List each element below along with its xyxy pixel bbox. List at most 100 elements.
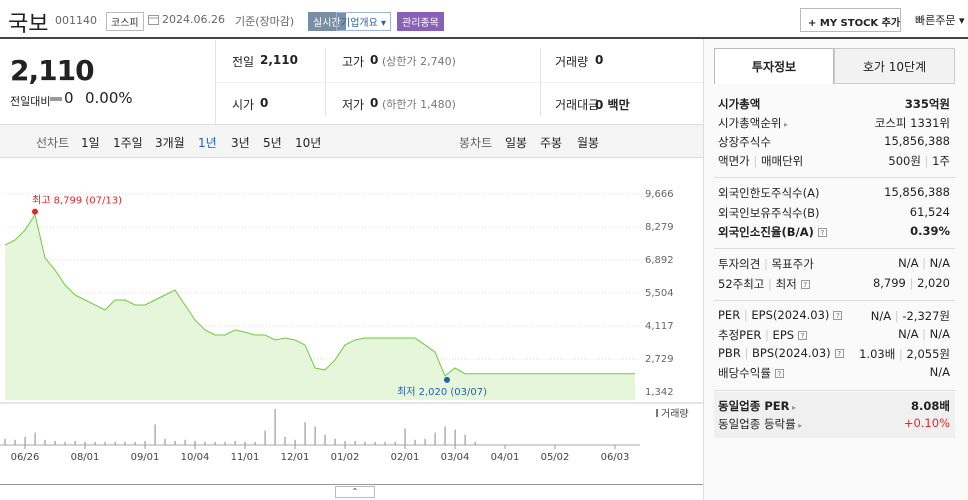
label-group: 상장주식수 <box>718 134 771 150</box>
link-arrow[interactable]: ▸ <box>795 421 803 430</box>
current-price: 2,110 <box>10 54 95 87</box>
help-icon[interactable]: ? <box>774 369 784 378</box>
info-label[interactable]: 시가총액순위 <box>718 116 782 130</box>
calendar-icon <box>148 15 159 25</box>
y-tick-label: 9,666 <box>645 189 674 200</box>
volume-bar <box>464 434 466 445</box>
info-value: 61,524 <box>909 204 950 219</box>
low-label: 최저 2,020 (03/07) <box>397 386 487 398</box>
volume-bar <box>254 441 256 445</box>
candle-tab[interactable]: 일봉 <box>505 136 528 150</box>
period-tab[interactable]: 1일 <box>81 136 100 150</box>
y-tick-label: 1,342 <box>645 387 674 398</box>
collapse-button[interactable]: ⌃ <box>335 486 375 498</box>
info-row: 투자의견 | 목표주가 N/A | N/A <box>718 254 950 273</box>
info-row: 동일업종 등락률 ▸ +0.10% <box>718 414 950 433</box>
help-icon[interactable]: ? <box>798 331 808 340</box>
period-tab[interactable]: 1년 <box>198 136 217 150</box>
x-tick-label: 06/26 <box>11 452 40 463</box>
volume-bar <box>34 432 36 445</box>
volume-bar <box>154 424 156 445</box>
period-tab[interactable]: 1주일 <box>113 136 143 150</box>
volume-bar <box>74 440 76 445</box>
help-icon[interactable]: ? <box>834 349 844 358</box>
info-label: 추정PER <box>718 328 762 342</box>
value-group: 500원 | 1주 <box>888 153 950 169</box>
label-group: 투자의견 | 목표주가 <box>718 256 814 272</box>
separator: | <box>761 328 773 342</box>
candle-tab[interactable]: 주봉 <box>540 136 563 150</box>
separator: | <box>740 308 752 322</box>
x-tick-label: 12/01 <box>281 452 310 463</box>
summary-value: 0 <box>370 53 379 67</box>
separator: | <box>760 257 772 271</box>
help-icon[interactable]: ? <box>833 311 843 320</box>
info-tab-active[interactable]: 투자정보 <box>714 48 834 84</box>
info-label: 외국인소진율(B/A) <box>718 225 814 239</box>
volume-bar <box>354 440 356 445</box>
info-label[interactable]: 동일업종 PER <box>718 399 790 413</box>
mystock-button[interactable]: + MY STOCK 추가 <box>800 8 901 32</box>
separator: | <box>895 347 907 361</box>
label-group: PER | EPS(2024.03)? <box>718 308 843 322</box>
value-group: 코스피 1331위 <box>875 115 950 131</box>
label-group: 외국인보유주식수(B) <box>718 205 820 221</box>
tab-label: 선차트 <box>36 136 70 150</box>
volume-bar <box>84 441 86 445</box>
summary-label: 시가 <box>232 98 255 112</box>
company-button[interactable]: 기업개요 ▾ <box>336 12 392 31</box>
volume-bar <box>344 440 346 445</box>
info-label: 외국인보유주식수(B) <box>718 205 820 220</box>
stock-name: 국보 <box>8 12 49 37</box>
period-tab[interactable]: 3년 <box>231 136 250 150</box>
link-arrow[interactable]: ▸ <box>789 403 797 412</box>
label-group: PBR | BPS(2024.03)? <box>718 346 844 360</box>
info-tab[interactable]: 호가 10단계 <box>834 48 955 84</box>
period-tab[interactable]: 5년 <box>263 136 282 150</box>
y-tick-label: 4,117 <box>645 321 674 332</box>
volume-bar <box>234 440 236 445</box>
info-row: 외국인보유주식수(B) 61,524 <box>718 203 950 222</box>
section-rule <box>714 300 955 301</box>
value-group: 15,856,388 <box>884 185 950 199</box>
info-row: 외국인한도주식수(A) 15,856,388 <box>718 183 950 202</box>
label-group: 외국인소진율(B/A)? <box>718 224 827 240</box>
info-value: 코스피 1331위 <box>874 116 950 130</box>
separator: | <box>918 327 930 341</box>
info-label: 외국인한도주식수(A) <box>718 186 820 200</box>
quick-order-label: 빠른주문 <box>915 14 956 27</box>
x-tick-label: 01/02 <box>331 452 360 463</box>
price-line <box>4 213 635 377</box>
label-group: 시가총액 <box>718 96 760 112</box>
period-tab[interactable]: 10년 <box>295 136 322 150</box>
x-tick-label: 04/01 <box>491 452 520 463</box>
info-label: 투자의견 <box>718 257 761 271</box>
volume-bar <box>44 439 46 445</box>
volume-bar <box>264 430 266 445</box>
quick-order[interactable]: 빠른주문 ▾ <box>915 14 965 27</box>
value-group: N/A | N/A <box>898 327 950 341</box>
value-group: 8.08배 <box>911 398 950 414</box>
info-row: 추정PER | EPS? N/A | N/A <box>718 325 950 344</box>
help-icon[interactable]: ? <box>800 280 810 289</box>
summary-label: 거래대금 <box>555 98 600 112</box>
separator: | <box>749 154 761 168</box>
divider <box>216 82 703 83</box>
info-label[interactable]: 동일업종 등락률 <box>718 417 796 431</box>
info-row: 액면가 | 매매단위 500원 | 1주 <box>718 151 950 170</box>
period-tab[interactable]: 3개월 <box>155 136 185 150</box>
volume-legend-icon <box>656 409 658 417</box>
volume-bar <box>384 441 386 445</box>
value-group: 8,799 | 2,020 <box>873 276 950 290</box>
summary-label: 고가 <box>342 55 365 69</box>
high-marker <box>32 208 38 215</box>
price-area <box>5 214 635 400</box>
change: 0 <box>64 89 74 107</box>
candle-tab[interactable]: 월봉 <box>577 136 600 150</box>
info-value: N/A <box>898 256 919 270</box>
chart-bottom-rule <box>0 484 703 485</box>
help-icon[interactable]: ? <box>817 228 827 237</box>
info-value: 500원 <box>888 154 921 168</box>
section-rule <box>714 177 955 178</box>
link-arrow[interactable]: ▸ <box>781 120 789 129</box>
